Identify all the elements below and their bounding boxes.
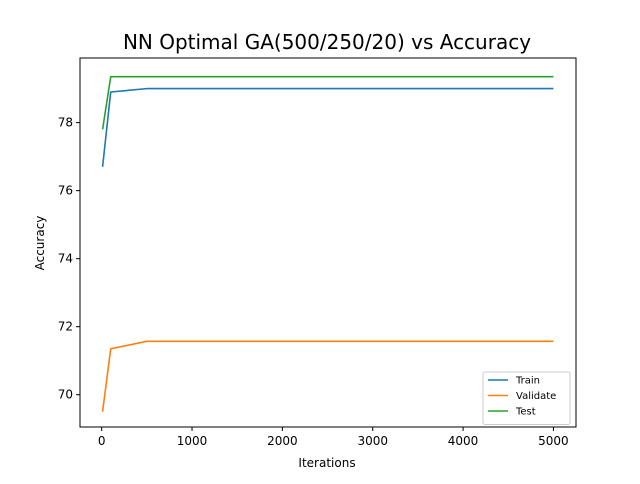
- y-tick-label: 70: [58, 388, 73, 402]
- x-tick-label: 5000: [538, 434, 569, 448]
- plot-area: 0 1000 2000 3000 4000 5000 70 72 74 76 78: [58, 57, 577, 448]
- y-tick-label: 76: [58, 184, 73, 198]
- y-axis-title: Accuracy: [33, 216, 47, 271]
- x-tick-label: 3000: [357, 434, 388, 448]
- x-tick-label: 2000: [267, 434, 298, 448]
- x-tick-label: 4000: [448, 434, 479, 448]
- series-line-train: [101, 87, 554, 167]
- x-axis-title: Iterations: [298, 456, 355, 470]
- y-tick-label: 78: [58, 116, 73, 130]
- y-tick-label: 72: [58, 320, 73, 334]
- legend: Train Validate Test: [482, 371, 571, 425]
- series-line-test: [101, 75, 554, 130]
- series-line-validate: [101, 340, 554, 412]
- chart-title: NN Optimal GA(500/250/20) vs Accuracy: [123, 30, 531, 54]
- x-tick-label: 1000: [177, 434, 208, 448]
- legend-label-validate: Validate: [516, 391, 556, 402]
- legend-label-train: Train: [515, 376, 540, 387]
- legend-label-test: Test: [515, 407, 536, 418]
- y-tick-label: 74: [58, 252, 73, 266]
- axes-frame: [79, 57, 577, 428]
- x-tick-label: 0: [98, 434, 106, 448]
